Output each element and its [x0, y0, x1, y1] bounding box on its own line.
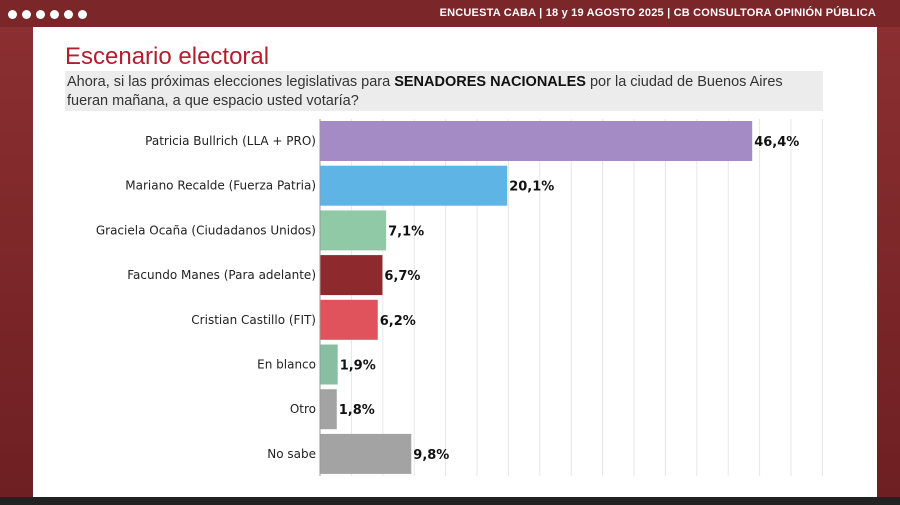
data-label: 7,1%: [388, 224, 424, 239]
data-label: 20,1%: [509, 180, 554, 195]
category-label: Cristian Castillo (FIT): [191, 313, 316, 327]
category-label: Mariano Recalde (Fuerza Patria): [125, 179, 316, 193]
dot-icon: [36, 10, 45, 19]
survey-question: Ahora, si las próximas elecciones legisl…: [67, 73, 817, 111]
bar: [320, 344, 338, 385]
category-label: Patricia Bullrich (LLA + PRO): [145, 134, 316, 148]
header-text: ENCUESTA CABA | 18 y 19 AGOSTO 2025 | CB…: [439, 7, 876, 19]
dot-icon: [22, 10, 31, 19]
decorative-dots: [8, 10, 87, 19]
data-label: 6,2%: [380, 314, 416, 329]
dot-icon: [50, 10, 59, 19]
category-label: Facundo Manes (Para adelante): [127, 268, 316, 282]
bar: [320, 165, 508, 206]
category-label: Otro: [290, 402, 316, 416]
bar: [320, 210, 387, 251]
top-bar: ENCUESTA CABA | 18 y 19 AGOSTO 2025 | CB…: [0, 0, 900, 27]
question-box: [65, 71, 823, 111]
bar: [320, 121, 753, 161]
page-title: Escenario electoral: [65, 43, 270, 70]
category-label: Graciela Ocaña (Ciudadanos Unidos): [96, 223, 316, 237]
right-decorative-border: [877, 27, 900, 497]
question-text-start: Ahora, si las próximas elecciones legisl…: [67, 74, 395, 90]
bar-chart: Patricia Bullrich (LLA + PRO) 46,4% Marian…: [96, 119, 823, 476]
bar: [320, 433, 412, 474]
question-text-end: por la ciudad de Buenos Aires fueran mañ…: [67, 74, 783, 109]
dot-icon: [8, 10, 17, 19]
bar: [320, 389, 337, 430]
data-label: 1,8%: [339, 403, 375, 418]
category-label: En blanco: [257, 358, 316, 372]
data-label: 6,7%: [384, 269, 420, 284]
dot-icon: [64, 10, 73, 19]
data-label: 9,8%: [413, 448, 449, 463]
bar: [320, 255, 383, 296]
bar: [320, 299, 378, 340]
chart-panel: Escenario electoral Ahora, si las próxim…: [33, 27, 877, 497]
category-label: No sabe: [267, 447, 316, 461]
data-label: 46,4%: [754, 135, 799, 150]
dot-icon: [78, 10, 87, 19]
data-label: 1,9%: [340, 359, 376, 374]
bottom-strip: [0, 497, 900, 505]
left-decorative-border: [0, 27, 33, 497]
question-text-bold: SENADORES NACIONALES: [394, 74, 586, 90]
